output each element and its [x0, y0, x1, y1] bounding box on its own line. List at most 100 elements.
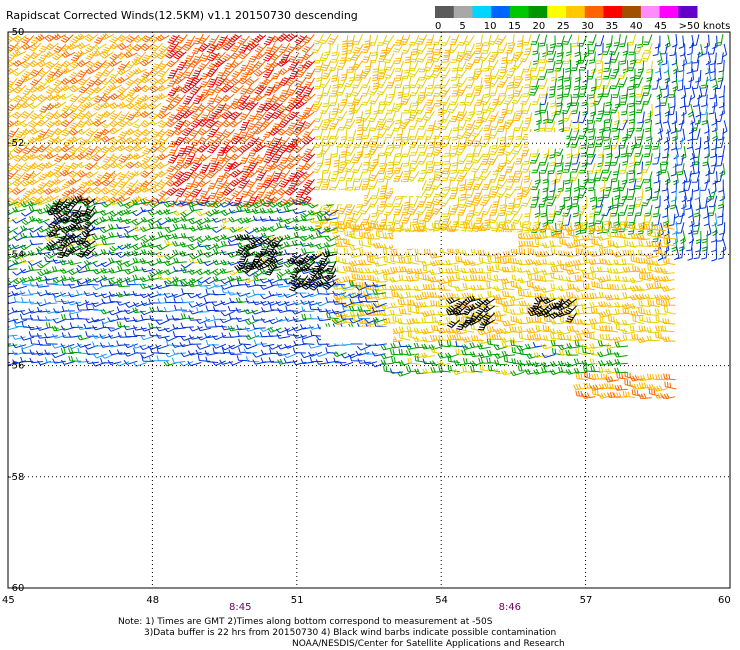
- wind-barb: [628, 94, 636, 108]
- wind-barb: [403, 162, 412, 175]
- wind-barb: [197, 249, 212, 256]
- wind-barb: [679, 204, 685, 218]
- wind-barb: [574, 318, 588, 325]
- wind-barb: [212, 248, 227, 255]
- wind-barb: [377, 51, 389, 63]
- wind-barb: [59, 43, 74, 52]
- wind-barb: [8, 343, 12, 345]
- wind-barb: [418, 137, 428, 149]
- wind-barb: [517, 290, 531, 298]
- wind-barb: [567, 283, 580, 290]
- wind-barb: [486, 281, 499, 290]
- wind-barb: [164, 239, 178, 246]
- wind-barb: [589, 292, 603, 299]
- wind-barb: [53, 224, 68, 232]
- wind-barb: [679, 230, 686, 245]
- wind-barb: [565, 312, 577, 323]
- wind-barb: [688, 34, 695, 49]
- wind-barb: [620, 103, 629, 116]
- wind-barb: [358, 274, 372, 281]
- wind-barb: [334, 241, 348, 247]
- wind-barb: [587, 146, 597, 158]
- wind-barb: [694, 204, 700, 218]
- wind-barb: [383, 365, 396, 374]
- wind-barb: [574, 223, 588, 230]
- wind-barb: [660, 161, 669, 174]
- wind-barb: [604, 376, 619, 383]
- wind-barb: [501, 103, 509, 116]
- wind-barb: [212, 111, 226, 120]
- wind-barb: [29, 239, 43, 246]
- wind-barb: [45, 110, 59, 120]
- wind-barb: [267, 207, 282, 214]
- wind-barb: [60, 145, 75, 153]
- wind-barb: [197, 60, 211, 71]
- wind-barb: [91, 224, 106, 230]
- wind-barb: [445, 297, 460, 304]
- wind-barb: [101, 239, 115, 246]
- wind-barb: [200, 69, 212, 80]
- wind-barb: [332, 299, 347, 305]
- wind-barb: [349, 355, 363, 362]
- wind-barb: [646, 316, 659, 324]
- wind-barb: [501, 51, 509, 65]
- wind-barb: [441, 213, 452, 225]
- wind-barb: [263, 59, 276, 70]
- wind-barb: [92, 341, 106, 347]
- wind-barb: [11, 350, 26, 356]
- wind-barb: [228, 161, 242, 170]
- wind-barb: [629, 277, 644, 284]
- wind-barb: [513, 110, 524, 122]
- wind-barb: [229, 178, 244, 187]
- wind-barb: [395, 95, 403, 108]
- wind-barb: [652, 152, 661, 165]
- wind-barb: [304, 68, 316, 80]
- wind-barb: [155, 319, 170, 325]
- wind-barb: [206, 169, 219, 179]
- wind-barb: [434, 154, 444, 166]
- wind-barb: [292, 136, 307, 144]
- wind-barb: [524, 368, 539, 375]
- wind-barb: [205, 356, 219, 363]
- wind-barb: [647, 299, 660, 308]
- wind-barb: [141, 128, 155, 137]
- wind-barb: [646, 309, 659, 316]
- no-data-area: [354, 398, 730, 588]
- wind-barb: [264, 171, 276, 182]
- wind-barb: [599, 258, 612, 265]
- wind-barb: [332, 221, 339, 234]
- wind-barb: [653, 224, 667, 232]
- wind-barb: [262, 68, 275, 79]
- wind-barb: [36, 249, 51, 255]
- wind-barb: [68, 355, 82, 362]
- wind-barb: [507, 197, 516, 210]
- wind-barb: [357, 306, 371, 312]
- wind-barb: [442, 205, 451, 218]
- wind-barb: [433, 43, 443, 56]
- wind-barb: [76, 110, 90, 120]
- wind-barb: [559, 197, 565, 211]
- wind-barb: [472, 136, 483, 147]
- wind-barb: [432, 222, 444, 231]
- wind-barb: [36, 301, 51, 307]
- wind-barb: [430, 300, 443, 308]
- wind-barb: [646, 187, 653, 201]
- wind-barb: [222, 129, 236, 138]
- wind-barb: [82, 219, 96, 229]
- wind-barb: [228, 201, 243, 207]
- wind-barb: [299, 234, 314, 242]
- wind-barb: [301, 265, 316, 272]
- wind-barb: [573, 77, 581, 91]
- wind-barb: [486, 316, 499, 325]
- wind-barb: [189, 162, 203, 172]
- wind-barb: [204, 332, 218, 339]
- wind-barb: [407, 256, 420, 265]
- wind-barb: [29, 162, 44, 170]
- wind-barb: [646, 240, 659, 248]
- wind-barb: [373, 260, 388, 267]
- wind-barb: [255, 162, 268, 173]
- wind-barb: [212, 306, 227, 312]
- wind-barb: [349, 298, 363, 304]
- wind-barb: [371, 362, 386, 368]
- wind-barb: [69, 85, 84, 93]
